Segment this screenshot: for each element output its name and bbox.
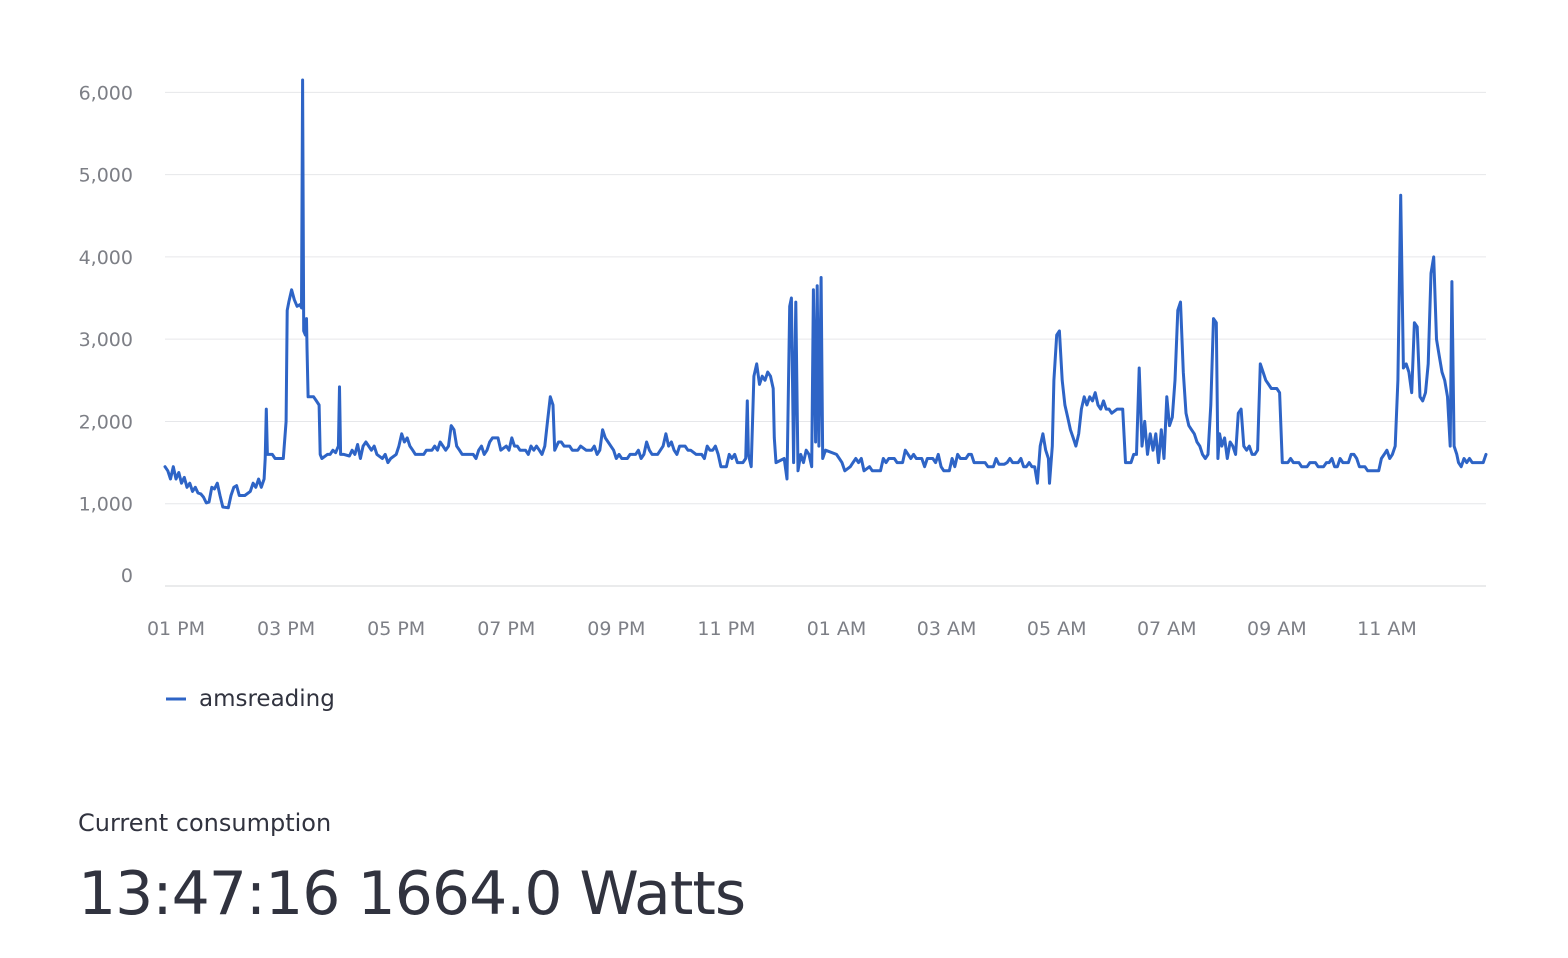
x-tick-label: 07 AM — [1137, 618, 1197, 640]
line-chart: 0 1,000 2,000 3,000 4,000 5,000 6,000 01 PM 03 … — [79, 78, 1488, 712]
metric-label: Current consumption — [78, 809, 332, 837]
x-tick-label: 09 AM — [1247, 618, 1307, 640]
y-tick-label: 0 — [121, 565, 133, 587]
x-tick-label: 01 AM — [807, 618, 867, 640]
x-tick-label: 03 PM — [257, 618, 315, 640]
legend-label: amsreading — [199, 686, 335, 712]
y-tick-label: 1,000 — [79, 494, 133, 516]
metric-widget: Current consumption 13:47:16 1664.0 Watt… — [78, 806, 746, 934]
legend[interactable]: amsreading — [166, 686, 335, 712]
x-tick-label: 09 PM — [587, 618, 645, 640]
y-tick-label: 6,000 — [79, 82, 133, 104]
x-tick-label: 11 AM — [1357, 618, 1417, 640]
series-line-amsreading[interactable] — [163, 78, 1488, 510]
y-tick-label: 3,000 — [79, 329, 133, 351]
x-tick-label: 05 PM — [367, 618, 425, 640]
y-tick-label: 2,000 — [79, 411, 133, 433]
x-tick-label: 11 PM — [697, 618, 755, 640]
metric-value: 13:47:16 1664.0 Watts — [78, 859, 746, 929]
x-tick-label: 05 AM — [1027, 618, 1087, 640]
x-tick-label: 03 AM — [917, 618, 977, 640]
y-tick-label: 4,000 — [79, 247, 133, 269]
series-layer — [163, 78, 1488, 510]
x-axis: 01 PM 03 PM 05 PM 07 PM 09 PM 11 PM 01 AM 03 AM… — [147, 618, 1417, 640]
y-tick-label: 5,000 — [79, 165, 133, 187]
x-tick-label: 07 PM — [477, 618, 535, 640]
y-axis: 0 1,000 2,000 3,000 4,000 5,000 6,000 — [79, 82, 133, 587]
x-tick-label: 01 PM — [147, 618, 205, 640]
gridlines — [165, 91, 1486, 587]
